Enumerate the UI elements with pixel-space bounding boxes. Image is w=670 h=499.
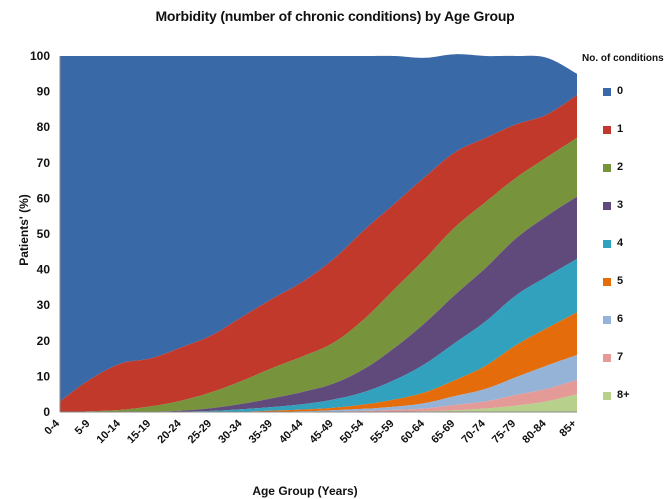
area-series-8+ — [60, 394, 577, 413]
x-tick-label: 5-9 — [73, 418, 93, 438]
legend-label: 7 — [617, 351, 624, 363]
x-tick-label: 30-34 — [216, 417, 245, 446]
legend-swatch — [603, 354, 611, 362]
x-tick-label: 50-54 — [338, 417, 367, 446]
x-tick-layer: 0-4 5-9 10-14 15-19 20-24 25-29 30-34 35-39 40-4… — [42, 417, 579, 446]
legend-label: 5 — [617, 275, 624, 287]
area-series-4 — [60, 258, 577, 413]
x-tick-label: 80-84 — [520, 417, 549, 446]
legend-swatch — [603, 316, 611, 324]
x-tick-label: 75-79 — [490, 418, 518, 446]
legend-label: 4 — [617, 237, 624, 249]
legend-swatch — [603, 240, 611, 248]
area-series-0 — [60, 54, 577, 402]
chart-title: Morbidity (number of chronic conditions)… — [155, 8, 515, 24]
legend-swatch — [603, 164, 611, 172]
area-layer — [60, 54, 577, 413]
legend-title: No. of conditions — [582, 53, 664, 64]
area-series-5 — [60, 312, 577, 413]
y-tick-label: 50 — [37, 227, 51, 241]
y-tick-label: 20 — [37, 334, 51, 348]
y-tick-label: 70 — [37, 156, 51, 170]
x-tick-label: 60-64 — [399, 417, 428, 446]
area-series-1 — [60, 95, 577, 412]
legend-swatch — [603, 126, 611, 134]
x-tick-label: 25-29 — [186, 418, 214, 446]
x-tick-label: 0-4 — [42, 417, 62, 437]
area-series-2 — [60, 137, 577, 413]
legend-swatch — [603, 202, 611, 210]
x-tick-label: 65-69 — [429, 418, 457, 446]
legend-swatch — [603, 278, 611, 286]
x-tick-label: 15-19 — [125, 418, 153, 446]
legend-label: 3 — [617, 199, 624, 211]
x-tick-label: 35-39 — [247, 418, 275, 446]
area-series-3 — [60, 196, 577, 413]
y-tick-label: 10 — [37, 369, 51, 383]
x-axis-label: Age Group (Years) — [252, 484, 358, 498]
y-tick-label: 30 — [37, 298, 51, 312]
legend-label: 8+ — [617, 389, 630, 401]
y-tick-layer: 0 10 20 30 40 50 60 70 80 90 100 — [30, 49, 50, 419]
y-tick-label: 40 — [37, 263, 51, 277]
legend-label: 0 — [617, 85, 624, 97]
axes-layer — [59, 56, 577, 413]
x-tick-label: 70-74 — [460, 417, 489, 446]
y-tick-label: 90 — [37, 85, 51, 99]
x-tick-label: 20-24 — [155, 417, 184, 446]
y-axis-label: Patients' (%) — [17, 194, 31, 266]
x-tick-label: 55-59 — [368, 418, 396, 446]
legend-swatch — [603, 392, 611, 400]
x-tick-label: 10-14 — [95, 417, 124, 446]
y-tick-label: 100 — [30, 49, 50, 63]
y-tick-label: 80 — [37, 120, 51, 134]
x-tick-label: 40-44 — [277, 417, 306, 446]
legend-swatch — [603, 88, 611, 96]
legend-label: 6 — [617, 313, 624, 325]
y-tick-label: 60 — [37, 191, 51, 205]
x-tick-label: 85+ — [557, 418, 579, 440]
y-tick-label: 0 — [43, 405, 50, 419]
x-tick-label: 45-49 — [307, 418, 335, 446]
legend-label: 2 — [617, 161, 624, 173]
legend-label: 1 — [617, 123, 624, 135]
